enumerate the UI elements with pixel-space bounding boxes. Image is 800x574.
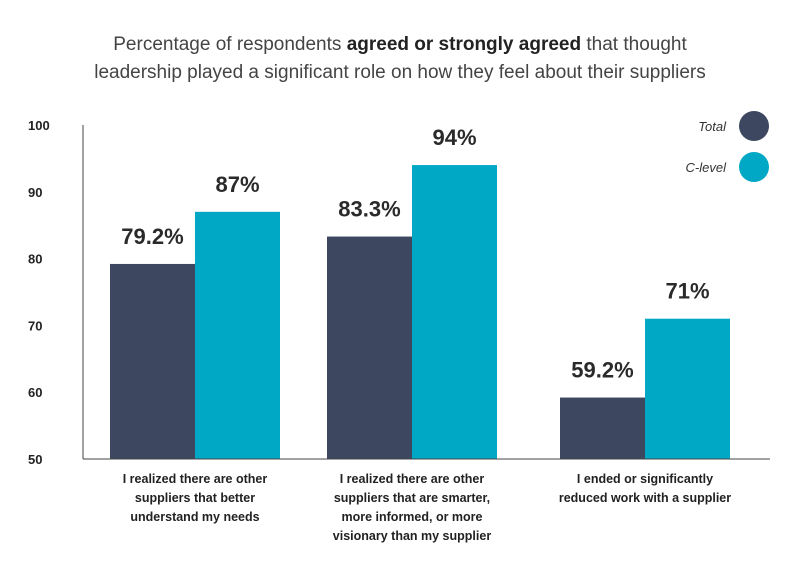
y-tick-label: 80	[28, 252, 42, 267]
bar-c-level-1	[195, 211, 280, 459]
y-tick-label: 90	[28, 185, 42, 200]
legend-swatch-total	[739, 111, 769, 141]
data-label: 83.3%	[338, 197, 400, 222]
bar-total-2	[327, 236, 412, 459]
bar-total-1	[110, 263, 195, 459]
chart-title-line-2: leadership played a significant role on …	[94, 62, 706, 83]
data-label: 79.2%	[121, 224, 183, 249]
y-tick-label: 70	[28, 318, 42, 333]
legend-label-c-level: C-level	[686, 160, 728, 175]
data-label: 87%	[215, 172, 259, 197]
category-label-1: I realized there are other suppliers that…	[123, 472, 268, 524]
y-tick-label: 60	[28, 385, 42, 400]
bar-total-3	[560, 397, 645, 459]
y-tick-label: 100	[28, 118, 50, 133]
bar-c-level-3	[645, 318, 730, 459]
data-label: 59.2%	[571, 358, 633, 383]
data-label: 94%	[432, 125, 476, 150]
category-label-3: I ended or significantly reduced work wit…	[559, 472, 731, 505]
y-tick-label: 50	[28, 452, 42, 467]
data-label: 71%	[665, 279, 709, 304]
bar-c-level-2	[412, 165, 497, 459]
legend-swatch-c-level	[739, 152, 769, 182]
chart-title-line-1: Percentage of respondents agreed or stro…	[113, 34, 687, 55]
legend-label-total: Total	[698, 119, 727, 134]
category-label-2: I realized there are other suppliers that…	[333, 472, 492, 543]
